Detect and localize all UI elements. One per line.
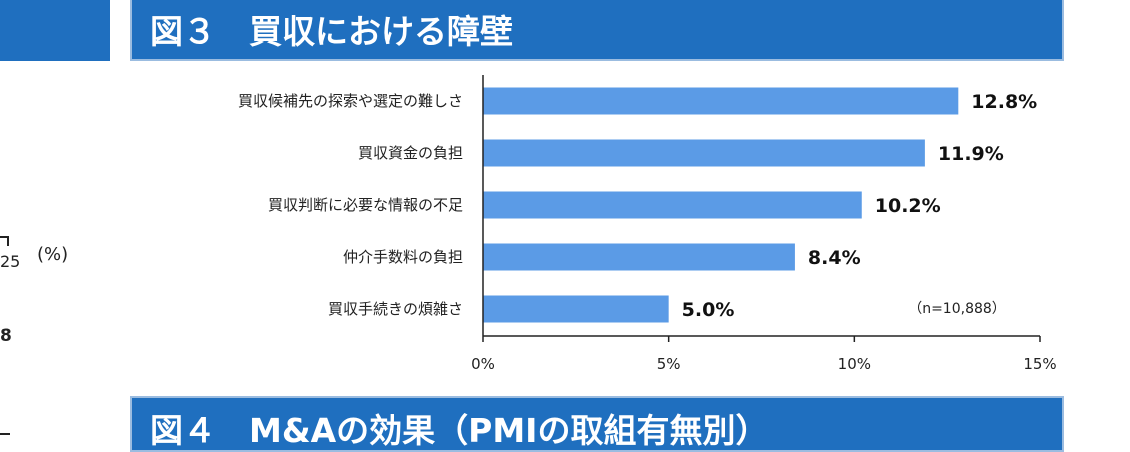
bar-chart: 買収候補先の探索や選定の難しさ買収資金の負担買収判断に必要な情報の不足仲介手数料… [238, 75, 1057, 373]
left-panel-axis-tick [0, 236, 8, 238]
category-label: 買収資金の負担 [358, 144, 463, 162]
category-label: 買収候補先の探索や選定の難しさ [238, 92, 463, 110]
left-panel-banner [0, 0, 110, 61]
category-label: 買収手続きの煩雑さ [328, 300, 463, 318]
left-panel-unit-label: (%) [37, 244, 69, 265]
category-label: 仲介手数料の負担 [343, 248, 463, 266]
value-label: 10.2% [875, 195, 941, 217]
bar [483, 295, 669, 323]
value-label: 8.4% [808, 247, 861, 269]
axes: 0% 5% 10% 15% [471, 75, 1057, 373]
bar [483, 191, 862, 219]
bar [483, 243, 795, 271]
figure-title: 図３ 買収における障壁 [150, 11, 513, 51]
x-tick-label: 5% [657, 355, 681, 373]
category-labels: 買収候補先の探索や選定の難しさ買収資金の負担買収判断に必要な情報の不足仲介手数料… [238, 92, 463, 318]
sample-size-note: （n=10,888） [908, 301, 1006, 317]
x-tick-label: 0% [471, 355, 495, 373]
left-panel-bottom-tick [0, 433, 10, 435]
left-panel-value-label: 8 [0, 326, 12, 346]
value-label: 5.0% [682, 299, 735, 321]
left-panel-axis-line [7, 236, 9, 246]
value-label: 12.8% [971, 91, 1037, 113]
value-labels: 12.8% 11.9% 10.2% 8.4% 5.0% [682, 91, 1038, 321]
bar [483, 87, 959, 115]
figure-title-banner: 図３ 買収における障壁 [130, 0, 1064, 61]
value-label: 11.9% [938, 143, 1004, 165]
left-panel-axis-end-label: 25 [0, 252, 21, 271]
category-label: 買収判断に必要な情報の不足 [268, 196, 463, 214]
x-tick-label: 10% [838, 355, 871, 373]
bar [483, 139, 925, 167]
x-tick-label: 15% [1023, 355, 1056, 373]
bars-group [483, 87, 959, 323]
